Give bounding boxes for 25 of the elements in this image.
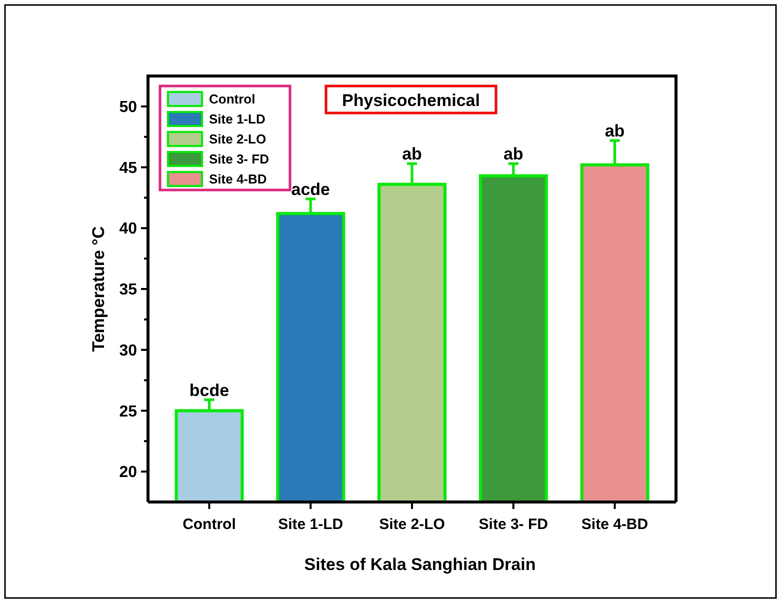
y-tick-label: 50 bbox=[119, 99, 138, 116]
legend-label: Site 3- FD bbox=[209, 152, 269, 167]
y-tick-label: 25 bbox=[119, 403, 138, 420]
y-tick-label: 35 bbox=[119, 282, 138, 299]
x-tick-label: Site 4-BD bbox=[581, 516, 648, 533]
annotation: ab bbox=[503, 144, 524, 164]
x-tick-label: Site 3- FD bbox=[478, 516, 548, 533]
y-axis-title: Temperature °C bbox=[89, 226, 108, 352]
x-tick-label: Site 2-LO bbox=[379, 516, 446, 533]
annotation: ab bbox=[402, 144, 422, 164]
legend-label: Site 1-LD bbox=[209, 112, 266, 127]
legend-label: Site 2-LO bbox=[209, 132, 266, 147]
x-tick-label: Control bbox=[182, 516, 236, 533]
text: Physicochemical bbox=[342, 91, 480, 110]
y-tick-label: 45 bbox=[119, 160, 138, 177]
legend-label: Control bbox=[209, 92, 256, 107]
legend-label: Site 4-BD bbox=[209, 172, 267, 187]
x-tick-label: Site 1-LD bbox=[278, 516, 344, 533]
y-tick-label: 20 bbox=[119, 464, 138, 482]
annotation: bcde bbox=[189, 380, 230, 400]
annotation: acde bbox=[291, 180, 330, 199]
x-axis-title: Sites of Kala Sanghian Drain bbox=[304, 555, 536, 574]
y-tick-label: 30 bbox=[119, 342, 138, 360]
annotation: ab bbox=[604, 122, 625, 141]
y-tick-label: 40 bbox=[119, 220, 138, 238]
